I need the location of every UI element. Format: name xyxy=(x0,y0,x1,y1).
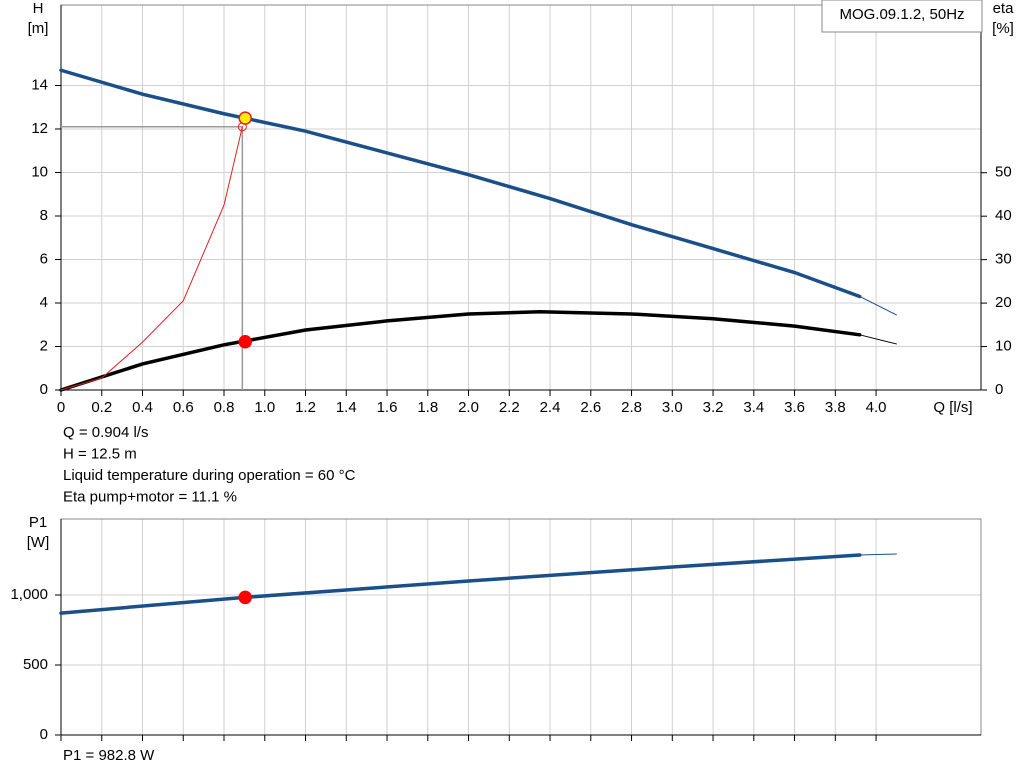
y-tick-label: 1,000 xyxy=(10,586,48,603)
y-tick-label: 8 xyxy=(40,207,48,224)
y-tick-label: 0 xyxy=(40,381,48,398)
y-tick-label: 10 xyxy=(31,163,48,180)
x-tick-label: 2.8 xyxy=(621,399,642,416)
x-tick-label: 2.6 xyxy=(580,399,601,416)
operating-point xyxy=(238,590,252,605)
x-tick-label: 1.0 xyxy=(254,399,275,416)
operating-point xyxy=(238,111,252,125)
x-tick-label: 1.4 xyxy=(336,399,357,416)
annotation: Q = 0.904 l/s xyxy=(63,424,148,441)
y2-tick-label: 20 xyxy=(995,294,1012,311)
x-axis-label: Q [l/s] xyxy=(933,399,972,416)
x-tick-label: 0 xyxy=(57,399,65,416)
y2-tick-label: 50 xyxy=(995,164,1012,181)
y-axis-unit: [m] xyxy=(28,20,49,37)
series-line xyxy=(60,126,243,391)
plot-frame xyxy=(60,518,982,736)
x-tick-label: 1.6 xyxy=(377,399,398,416)
x-tick-label: 2.2 xyxy=(499,399,520,416)
x-tick-label: 3.8 xyxy=(825,399,846,416)
series-line xyxy=(59,310,862,392)
x-tick-label: 2.0 xyxy=(458,399,479,416)
series-line xyxy=(59,553,862,615)
x-tick-label: 3.6 xyxy=(784,399,805,416)
x-tick-label: 0.2 xyxy=(91,399,112,416)
y-tick-label: 12 xyxy=(31,120,48,137)
x-tick-label: 2.4 xyxy=(540,399,561,416)
annotation: P1 = 982.8 W xyxy=(63,747,155,764)
x-tick-label: 1.2 xyxy=(295,399,316,416)
y2-axis-unit: [%] xyxy=(992,20,1014,37)
y2-tick-label: 10 xyxy=(995,338,1012,355)
annotation: Liquid temperature during operation = 60… xyxy=(63,467,356,484)
y-tick-label: 14 xyxy=(31,76,48,93)
y2-axis-label: eta xyxy=(993,0,1015,17)
chart-title: MOG.09.1.2, 50Hz xyxy=(839,6,964,23)
y2-tick-label: 30 xyxy=(995,251,1012,268)
x-tick-label: 0.4 xyxy=(132,399,153,416)
series-line xyxy=(859,553,897,556)
title-box xyxy=(821,0,983,33)
x-tick-label: 0.6 xyxy=(173,399,194,416)
series-line xyxy=(859,295,897,316)
x-tick-label: 3.2 xyxy=(703,399,724,416)
x-tick-label: 4.0 xyxy=(866,399,887,416)
y2-tick-label: 0 xyxy=(995,381,1003,398)
series-line xyxy=(859,334,897,345)
y-axis-label: P1 xyxy=(29,514,47,531)
x-tick-label: 0.8 xyxy=(214,399,235,416)
y-tick-label: 500 xyxy=(23,656,48,673)
operating-point xyxy=(238,335,252,349)
y-tick-label: 4 xyxy=(40,294,48,311)
x-tick-label: 3.0 xyxy=(662,399,683,416)
y-axis-label: H xyxy=(33,0,44,17)
y-tick-label: 0 xyxy=(40,726,48,743)
y-tick-label: 2 xyxy=(40,337,48,354)
annotation: Eta pump+motor = 11.1 % xyxy=(63,488,237,505)
x-tick-label: 3.4 xyxy=(743,399,764,416)
annotation: H = 12.5 m xyxy=(63,445,137,462)
guide-line xyxy=(61,126,244,390)
series-line xyxy=(59,68,862,299)
y-axis-unit: [W] xyxy=(27,534,50,551)
x-tick-label: 1.8 xyxy=(417,399,438,416)
y-tick-label: 6 xyxy=(40,250,48,267)
y2-tick-label: 40 xyxy=(995,207,1012,224)
